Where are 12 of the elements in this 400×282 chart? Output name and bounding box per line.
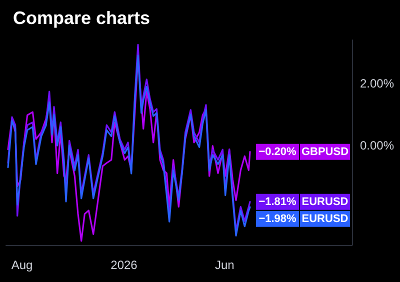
data-label: −1.81% bbox=[258, 196, 297, 208]
y-tick-label: 2.00% bbox=[360, 76, 394, 90]
x-tick-label: Jun bbox=[214, 258, 234, 272]
data-label: −1.98% bbox=[258, 212, 297, 225]
legend-label: EURUSD bbox=[302, 212, 348, 225]
data-label: −0.20% bbox=[258, 146, 297, 158]
y-tick-label: 0.00% bbox=[360, 138, 394, 153]
chart-title: Compare charts bbox=[13, 8, 150, 28]
x-tick-label: Aug bbox=[11, 258, 33, 272]
legend-label: EURUSD bbox=[302, 196, 348, 208]
legend-label: GBPUSD bbox=[301, 146, 349, 158]
x-tick-label: 2026 bbox=[110, 258, 138, 272]
